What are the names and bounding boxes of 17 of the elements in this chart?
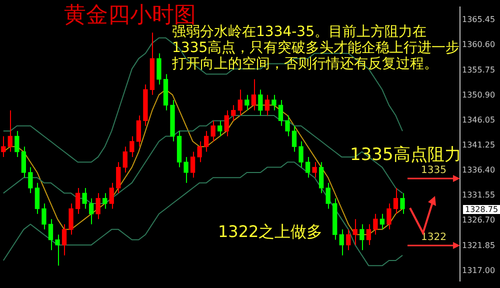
y-tick-label: 1321.85: [462, 240, 496, 250]
candlestick: [373, 213, 378, 236]
y-tick-label: 1317.00: [462, 266, 496, 275]
y-tick-label: 1331.55: [462, 190, 496, 200]
y-tick-label: 1346.05: [462, 116, 496, 125]
y-tick-label: 1341.25: [462, 140, 496, 150]
y-tick-label: 1336.40: [462, 165, 496, 174]
text: 1328.75: [463, 205, 500, 214]
annotation: 1322之上做多: [218, 222, 323, 243]
y-tick-label: 1350.90: [462, 90, 496, 100]
y-tick-label: 1360.60: [462, 40, 496, 50]
ref-line-label: 1335: [421, 165, 446, 176]
y-tick-label: 1365.45: [462, 15, 496, 24]
annotation: 1335高点阻力: [350, 144, 462, 166]
ref-line-label: 1322: [421, 232, 446, 244]
y-tick-label: 1355.75: [462, 65, 496, 74]
y-tick-label: 1326.70: [462, 216, 496, 225]
